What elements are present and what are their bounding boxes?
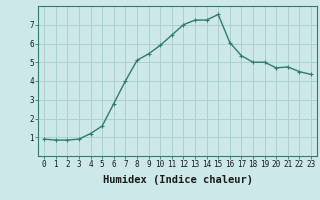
X-axis label: Humidex (Indice chaleur): Humidex (Indice chaleur) <box>103 175 252 185</box>
